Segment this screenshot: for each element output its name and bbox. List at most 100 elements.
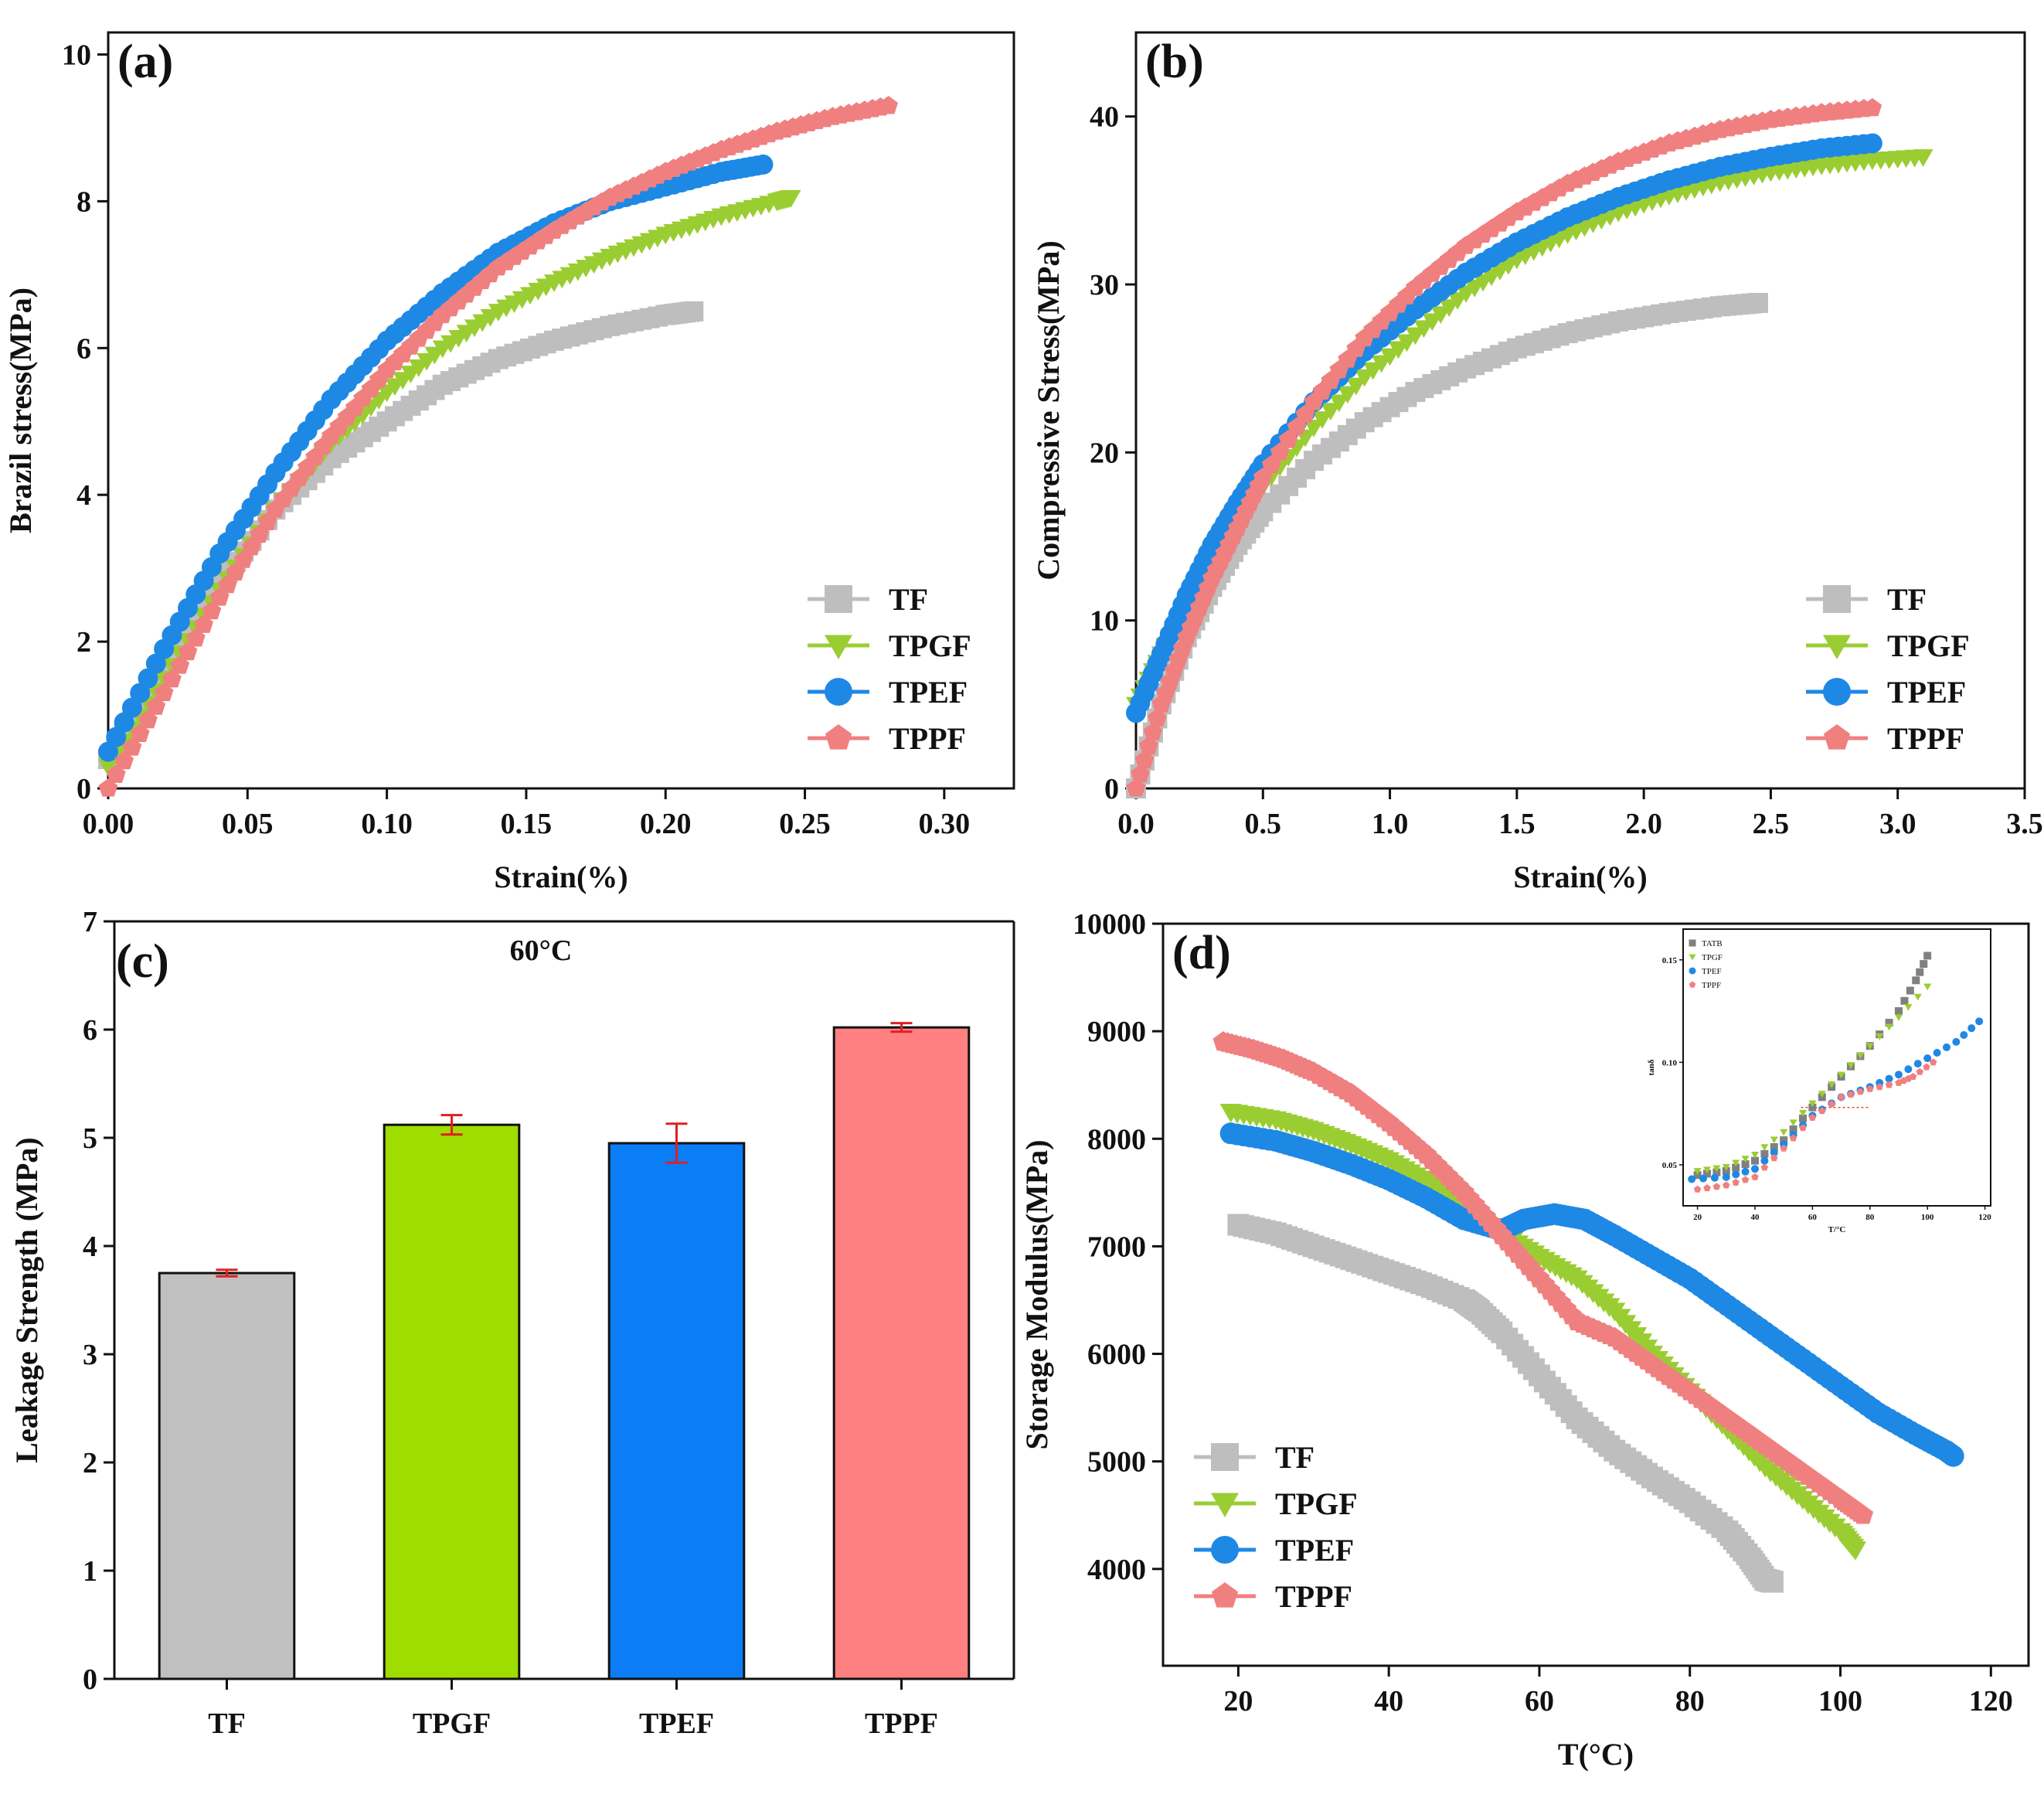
legend-label: TPGF [1275,1486,1358,1521]
inset-data-point [1798,1110,1807,1117]
data-point [781,189,801,208]
inset-data-point [1920,960,1928,969]
inset-data-point [1885,1023,1893,1031]
x-tick-label: 0.00 [83,808,134,840]
inset-data-point [1699,1174,1708,1183]
x-axis-label: T(°C) [1558,1737,1634,1772]
data-point [683,301,704,322]
y-axis-label: Compressive Stress(MPa) [1031,240,1066,580]
panel-b-compressive-stress-chart: 0.0 0.5 1.0 1.5 2.0 2.5 3.0 3.5 0 10 20 30 40 Strain(… [1031,31,2043,894]
panel-label: (c) [116,935,169,988]
inset-data-point [1923,1054,1932,1063]
inset-x-tick-label: 120 [1978,1213,1991,1222]
inset-series-TPPF [1693,1058,1937,1193]
y-tick-label: 3 [83,1339,97,1371]
inset-data-point [1693,1185,1702,1193]
inset-data-point [1856,1088,1865,1095]
inset-data-point [1923,983,1932,991]
inset-legend-marker [1689,967,1696,975]
data-point [1143,722,1163,741]
inset-data-point [1866,1084,1874,1092]
panel-label: (d) [1172,927,1231,979]
series-TF [98,301,704,770]
inset-data-point [1837,1071,1845,1079]
inset-data-point [1942,1043,1950,1051]
data-point [1913,149,1933,167]
inset-tan-delta-chart: 20 40 60 80 100 120 0.05 0.10 0.15 T/°C tanδ TATB TP… [1647,928,1991,1234]
data-point [145,653,166,674]
inset-data-point [1703,1184,1711,1192]
inset-data-point [1960,1031,1968,1040]
plot-frame-a [107,31,1015,790]
inset-data-point [1789,1134,1797,1142]
inset-data-point [1722,1163,1730,1171]
legend-label: TPGF [1887,628,1970,663]
inset-legend-label: TPEF [1702,967,1722,976]
legend-marker [1823,678,1851,706]
y-tick-label: 5 [83,1122,97,1155]
panel-a-brazil-stress-chart: 0.00 0.05 0.10 0.15 0.20 0.25 0.30 0 2 4 6 8 10 Strai… [3,31,1015,894]
inset-data-point [1760,1163,1769,1171]
inset-data-point [1732,1170,1740,1179]
data-point [98,758,118,777]
data-point [1862,133,1882,154]
series-TF [1227,1214,1784,1593]
y-tick-label: 10 [62,39,91,71]
inset-data-point [1780,1129,1788,1136]
panel-d-storage-modulus-chart: 20 40 60 80 100 120 4000 5000 6000 7000 8000 9000 10… [1019,908,2030,1772]
data-point [202,601,222,620]
inset-data-point [1780,1144,1787,1152]
inset-legend-marker [1689,981,1696,988]
x-tick-label: 0.0 [1117,808,1155,840]
inset-data-point [1900,996,1909,1005]
inset-data-point [1929,1058,1937,1066]
data-point [1761,1571,1784,1593]
inset-data-point [1751,1173,1759,1180]
x-tick-label: 2.0 [1625,808,1662,840]
inset-data-point [1894,1014,1903,1022]
inset-data-point [1916,968,1924,976]
inset-data-point [1741,1167,1750,1176]
inset-data-point [1933,1048,1941,1057]
y-tick-label: 1 [83,1555,97,1588]
inset-data-point [1722,1166,1730,1175]
legend-label: TPEF [1887,675,1966,710]
y-axis-label: Leakage Strength (MPa) [9,1137,44,1462]
legend-marker [1823,724,1851,750]
inset-data-point [1732,1178,1740,1186]
data-point [154,683,174,702]
data-point [98,741,118,762]
legend-label: TF [1275,1440,1314,1475]
inset-legend-marker [1689,954,1696,961]
y-tick-label: 4 [83,1231,97,1263]
y-tick-label: 7 [83,906,97,938]
series-TPEF [1219,1122,1964,1467]
inset-data-point [1688,1175,1696,1183]
legend-label: TPEF [1275,1533,1354,1568]
inset-data-point [1828,1081,1836,1088]
inset-data-point [1818,1107,1826,1115]
y-tick-label: 0 [1104,773,1119,805]
y-tick-label: 5000 [1087,1446,1146,1479]
data-point [106,727,127,747]
data-point [138,668,158,689]
inset-data-point [1923,952,1932,960]
inset-data-point [1847,1090,1855,1098]
data-point [130,723,150,742]
inset-x-tick-label: 40 [1750,1213,1760,1222]
inset-x-tick-label: 80 [1865,1213,1875,1222]
legend-marker [825,585,852,613]
inset-data-point [1693,1171,1702,1180]
inset-data-point [1906,986,1914,995]
inset-data-point [1876,1033,1884,1040]
inset-data-point [1770,1154,1778,1162]
x-tick-label: 3.5 [2006,808,2043,840]
inset-data-point [1913,993,1922,1001]
y-tick-label: 10000 [1073,908,1146,941]
inset-data-point [1856,1052,1865,1060]
inset-data-point [1912,976,1920,985]
legend-label: TPPF [1275,1579,1352,1614]
inset-y-tick-label: 0.10 [1662,1058,1678,1067]
y-tick-label: 4 [77,479,91,512]
x-tick-label: 100 [1818,1685,1862,1718]
